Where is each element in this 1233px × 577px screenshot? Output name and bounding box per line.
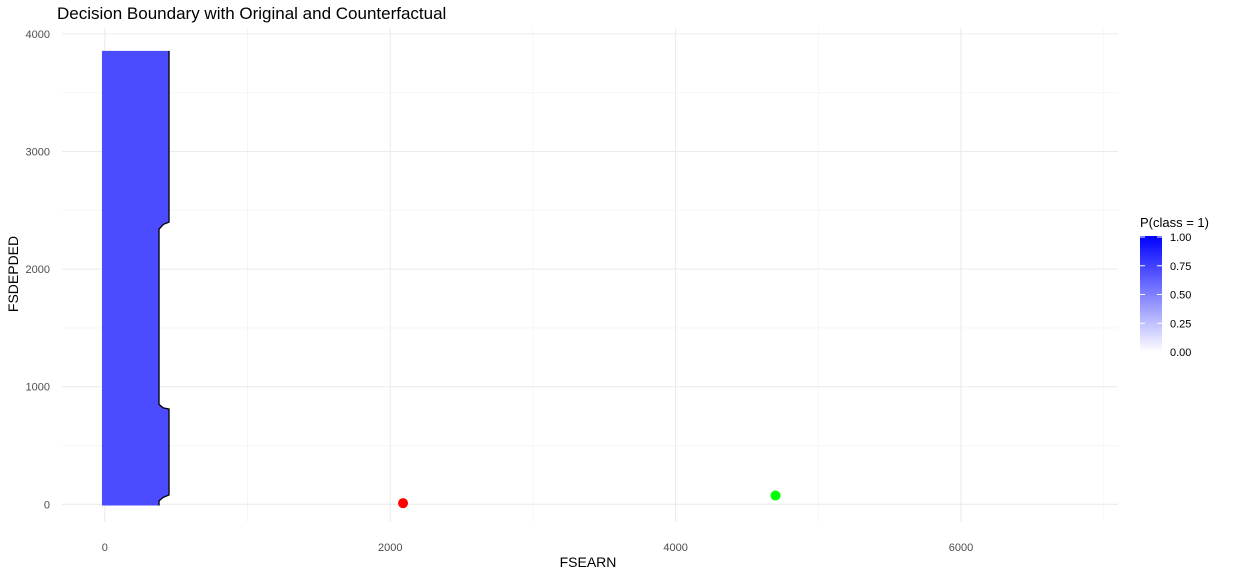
y-tick-label: 4000 <box>26 29 50 41</box>
y-tick-label: 1000 <box>26 382 50 394</box>
points-layer <box>398 490 781 509</box>
x-tick-label: 2000 <box>378 542 402 554</box>
decision-boundary-line <box>158 50 170 506</box>
legend: P(class = 1) 1.00 0.75 0.50 0.25 0.00 <box>1140 215 1209 359</box>
x-axis-title: FSEARN <box>560 554 617 570</box>
x-tick-label: 4000 <box>663 542 687 554</box>
counterfactual-point <box>770 490 781 501</box>
legend-colorbar <box>1140 236 1162 352</box>
y-axis-ticks: 0 1000 2000 3000 4000 <box>26 29 50 511</box>
grid-lines <box>62 28 1118 522</box>
y-tick-label: 0 <box>44 499 50 511</box>
legend-labels: 1.00 0.75 0.50 0.25 0.00 <box>1140 232 1191 359</box>
y-axis-title: FSDEPDED <box>5 236 21 312</box>
chart-title: Decision Boundary with Original and Coun… <box>57 4 447 23</box>
legend-break-label: 0.00 <box>1170 347 1191 359</box>
original-point <box>398 498 409 509</box>
decision-region-fill <box>101 50 170 506</box>
legend-break-label: 0.50 <box>1170 290 1191 302</box>
y-tick-label: 2000 <box>26 264 50 276</box>
legend-title: P(class = 1) <box>1140 215 1209 230</box>
x-tick-label: 6000 <box>949 542 973 554</box>
legend-break-label: 0.25 <box>1170 318 1191 330</box>
legend-break-label: 1.00 <box>1170 232 1191 244</box>
decision-region-layer <box>101 50 170 506</box>
legend-break-label: 0.75 <box>1170 261 1191 273</box>
x-tick-label: 0 <box>102 542 108 554</box>
x-axis-ticks: 0 2000 4000 6000 <box>102 542 974 554</box>
y-tick-label: 3000 <box>26 147 50 159</box>
